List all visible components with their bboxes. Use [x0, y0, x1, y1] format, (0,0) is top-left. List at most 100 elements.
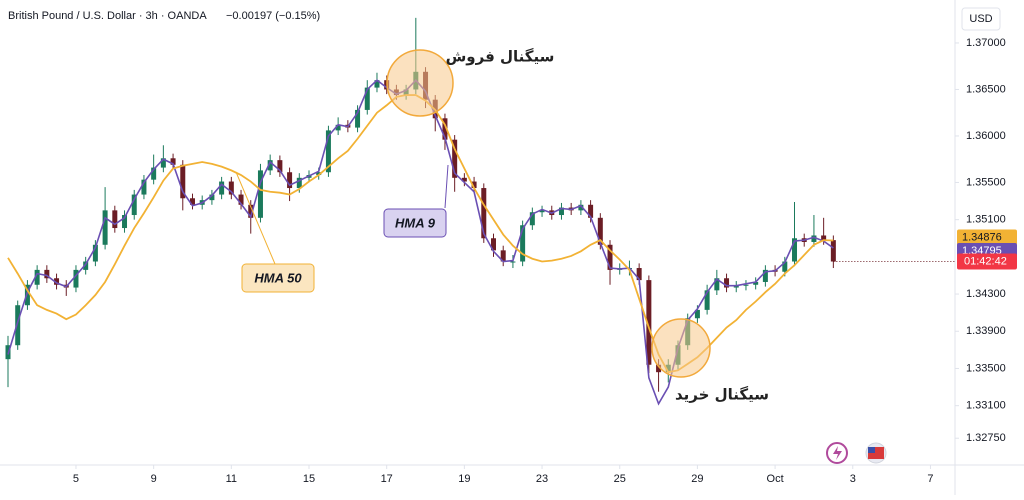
candle-body	[782, 261, 788, 272]
candle-body	[646, 280, 652, 365]
candle-body	[141, 179, 147, 195]
candle-body	[122, 215, 128, 229]
candle-body	[73, 269, 79, 288]
candle-body	[112, 210, 118, 229]
candle-body	[34, 269, 40, 285]
symbol-title: British Pound / U.S. Dollar · 3h · OANDA	[8, 10, 207, 22]
hma50-box	[241, 263, 315, 293]
y-tick-label: 1.33100	[966, 400, 1006, 412]
candle-body	[471, 181, 477, 189]
x-tick-label: 19	[458, 473, 470, 485]
candle-body	[219, 181, 225, 195]
x-tick-label: 29	[691, 473, 703, 485]
candle-body	[209, 194, 215, 201]
flag-canton	[868, 447, 875, 453]
sell-signal-label: سیگنال فروش	[446, 48, 555, 66]
candle-body	[762, 269, 768, 282]
candle-body	[461, 177, 467, 182]
candle-body	[694, 309, 700, 319]
candle-body	[92, 244, 98, 262]
candle-body	[170, 158, 176, 165]
candle-body	[296, 177, 302, 189]
y-tick-label: 1.33900	[966, 325, 1006, 337]
candle-body	[520, 225, 526, 262]
candle-body	[277, 160, 283, 173]
candle-body	[510, 261, 516, 263]
candle-body	[792, 238, 798, 262]
last-value-label: 1.34876	[962, 231, 1002, 243]
hma9-box	[383, 208, 447, 238]
hma9-label: HMA 9	[395, 215, 436, 230]
candle-body	[325, 130, 331, 173]
candle-body	[180, 164, 186, 199]
buy-signal-circle	[651, 318, 711, 378]
countdown-box	[957, 253, 1017, 270]
candle-body	[743, 284, 749, 286]
hma50-pointer	[235, 171, 276, 265]
candle-body	[539, 210, 545, 213]
candle-body	[238, 194, 244, 205]
candle-body	[714, 278, 720, 291]
x-tick-label: 23	[536, 473, 548, 485]
candle-body	[102, 210, 108, 245]
candle-body	[131, 194, 137, 216]
candle-body	[189, 198, 195, 205]
candle-body	[636, 268, 642, 281]
currency[interactable]: USD	[969, 13, 992, 25]
candle-body	[248, 204, 254, 218]
candle-body	[578, 204, 584, 211]
candle-body	[44, 269, 50, 279]
candle-body	[54, 278, 60, 285]
candle-body	[821, 235, 827, 241]
candle-body	[588, 204, 594, 218]
x-tick-label: 11	[226, 473, 237, 485]
x-tick-label: 5	[73, 473, 79, 485]
x-tick-label: Oct	[767, 473, 784, 485]
candle-body	[335, 124, 341, 131]
candle-body	[160, 158, 166, 168]
last-value-box	[957, 229, 1017, 246]
candle-body	[15, 305, 21, 346]
x-tick-label: 9	[151, 473, 157, 485]
candle-body	[24, 284, 30, 306]
y-tick-label: 1.35500	[966, 176, 1006, 188]
candle-body	[316, 172, 322, 176]
candle-body	[529, 212, 535, 226]
candle-body	[724, 278, 730, 288]
y-tick-label: 1.33500	[966, 362, 1006, 374]
y-tick-label: 1.36500	[966, 83, 1006, 95]
alert-bolt	[833, 446, 842, 460]
candle-body	[374, 80, 380, 88]
countdown-label: 01:42:42	[964, 255, 1007, 267]
candle-body	[442, 118, 448, 140]
y-tick-label: 1.32750	[966, 432, 1006, 444]
x-tick-label: 15	[303, 473, 315, 485]
candle-body	[452, 139, 458, 178]
candle-body	[228, 181, 234, 195]
sell-signal-circle	[386, 49, 454, 117]
candle-body	[733, 285, 739, 288]
candle-body	[500, 250, 506, 262]
candle-body	[753, 281, 759, 285]
candle-body	[704, 290, 710, 310]
y-tick-label: 1.37000	[966, 37, 1006, 49]
y-tick-label: 1.34300	[966, 288, 1006, 300]
price-change: −0.00197 (−0.15%)	[226, 10, 320, 22]
buy-signal-label: سیگنال خرید	[675, 386, 769, 404]
hma50-label: HMA 50	[254, 270, 302, 285]
candle-body	[287, 172, 293, 189]
candle-body	[491, 238, 496, 251]
x-tick-label: 17	[381, 473, 393, 485]
candle-body	[607, 244, 613, 270]
candle-body	[83, 261, 89, 270]
candle-body	[597, 217, 603, 245]
y-tick-label: 1.36000	[966, 130, 1006, 142]
candle-body	[364, 87, 370, 110]
candle-body	[830, 240, 836, 262]
candle-body	[151, 167, 157, 180]
candle-body	[267, 160, 273, 171]
currency-box[interactable]	[961, 7, 1001, 31]
